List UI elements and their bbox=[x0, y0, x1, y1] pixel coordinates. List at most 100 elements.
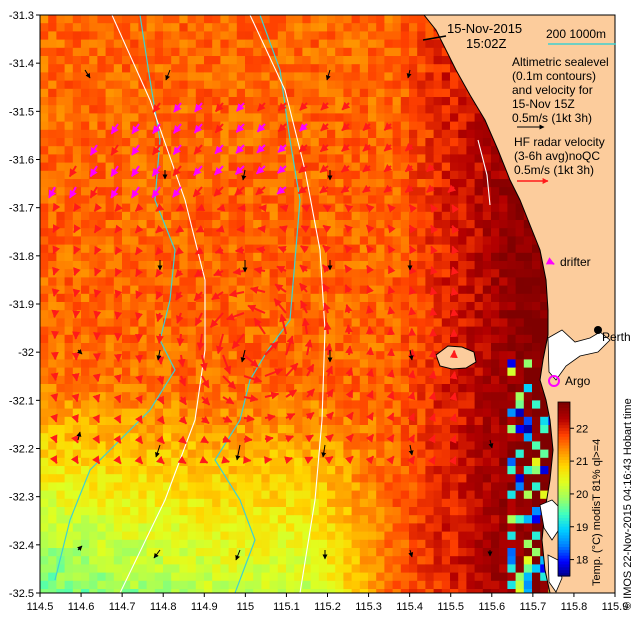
sst-pixel bbox=[261, 400, 270, 409]
sst-pixel bbox=[236, 318, 246, 327]
sst-pixel bbox=[302, 23, 311, 32]
sst-pixel bbox=[425, 113, 434, 122]
sst-pixel bbox=[105, 269, 115, 278]
sst-pixel bbox=[458, 416, 467, 426]
sst-pixel bbox=[466, 261, 475, 270]
sst-pixel bbox=[228, 80, 238, 90]
sst-pixel bbox=[335, 220, 344, 229]
sst-pixel bbox=[491, 302, 500, 311]
sst-pixel bbox=[64, 236, 74, 245]
sst-pixel bbox=[105, 154, 115, 163]
sst-pixel bbox=[187, 47, 197, 57]
sst-pixel bbox=[40, 121, 49, 131]
sst-pixel bbox=[286, 441, 295, 450]
sst-pixel bbox=[228, 88, 238, 98]
sst-pixel bbox=[72, 195, 82, 204]
sst-pixel bbox=[56, 523, 65, 532]
sst-pixel bbox=[384, 47, 393, 57]
sst-pixel bbox=[376, 162, 385, 172]
sst-pixel bbox=[269, 228, 279, 237]
sst-pixel bbox=[40, 375, 49, 385]
sst-pixel bbox=[154, 531, 164, 541]
sst-pixel bbox=[417, 351, 426, 360]
sst-pixel bbox=[499, 400, 508, 409]
sst-pixel bbox=[425, 236, 434, 245]
sst-pixel bbox=[195, 441, 205, 450]
sst-pixel bbox=[89, 179, 98, 188]
sst-pixel bbox=[81, 515, 90, 524]
sst-pixel bbox=[72, 515, 82, 524]
sst-pixel bbox=[507, 318, 516, 327]
sst-pixel bbox=[97, 72, 106, 81]
sst-pixel bbox=[343, 154, 352, 163]
sst-pixel bbox=[335, 449, 344, 459]
sst-pixel bbox=[433, 433, 443, 442]
sst-pixel bbox=[351, 359, 361, 368]
sst-pixel bbox=[286, 47, 295, 57]
sst-pixel bbox=[441, 572, 451, 582]
sst-pixel bbox=[482, 179, 492, 188]
sst-pixel bbox=[171, 334, 180, 344]
sst-pixel bbox=[171, 482, 180, 491]
sst-pixel bbox=[441, 293, 451, 303]
sst-pixel bbox=[433, 482, 443, 491]
sst-pixel bbox=[409, 72, 418, 81]
sst-pixel bbox=[179, 310, 188, 319]
sst-pixel bbox=[343, 425, 352, 434]
sst-pixel bbox=[409, 47, 418, 57]
sst-pixel bbox=[64, 490, 74, 500]
sst-pixel bbox=[245, 277, 254, 286]
sst-pixel bbox=[294, 23, 303, 32]
sst-pixel bbox=[458, 211, 467, 221]
sst-pixel bbox=[253, 449, 262, 459]
sst-pixel bbox=[474, 154, 484, 163]
sst-pixel bbox=[277, 515, 287, 524]
sst-pixel bbox=[212, 23, 221, 32]
sst-pixel bbox=[433, 203, 443, 213]
sst-pixel bbox=[523, 375, 533, 385]
sst-pixel bbox=[56, 441, 65, 450]
sst-pixel bbox=[343, 23, 352, 32]
sst-pixel bbox=[97, 277, 106, 286]
sst-pixel bbox=[105, 293, 115, 303]
sst-pixel bbox=[433, 211, 443, 221]
sst-pixel bbox=[204, 56, 213, 65]
sst-pixel bbox=[89, 105, 98, 114]
sst-pixel bbox=[154, 31, 164, 40]
sst-pixel bbox=[310, 252, 320, 262]
sst-pixel bbox=[81, 293, 90, 303]
sst-pixel bbox=[245, 351, 254, 360]
sst-pixel bbox=[56, 162, 65, 172]
sst-pixel bbox=[236, 375, 246, 385]
sst-pixel bbox=[318, 507, 328, 516]
sst-pixel bbox=[277, 580, 287, 590]
sst-pixel bbox=[474, 441, 484, 450]
sst-pixel bbox=[212, 351, 221, 360]
sst-pixel bbox=[253, 97, 262, 106]
sst-pixel bbox=[286, 343, 295, 352]
sst-pixel bbox=[122, 556, 131, 565]
sst-pixel bbox=[450, 556, 459, 565]
sst-pixel bbox=[56, 359, 65, 368]
sst-pixel bbox=[499, 244, 508, 254]
sst-pixel bbox=[48, 129, 57, 139]
sst-pixel bbox=[409, 277, 418, 286]
sst-pixel bbox=[89, 416, 98, 426]
sst-pixel bbox=[64, 23, 74, 32]
sst-pixel bbox=[64, 179, 74, 188]
sst-pixel bbox=[286, 162, 295, 172]
sst-pixel bbox=[376, 113, 385, 122]
sst-pixel bbox=[97, 359, 106, 368]
sst-pixel bbox=[351, 179, 361, 188]
sst-pixel bbox=[482, 400, 492, 409]
sst-pixel bbox=[89, 88, 98, 98]
sst-pixel bbox=[400, 490, 410, 500]
sst-pixel bbox=[515, 269, 525, 278]
sst-pixel bbox=[146, 47, 156, 57]
sst-pixel bbox=[163, 47, 172, 57]
sst-pixel bbox=[89, 80, 98, 90]
sst-pixel bbox=[425, 572, 434, 582]
sst-pixel bbox=[515, 211, 525, 221]
sst-pixel bbox=[433, 31, 443, 40]
sst-pixel bbox=[433, 285, 443, 295]
